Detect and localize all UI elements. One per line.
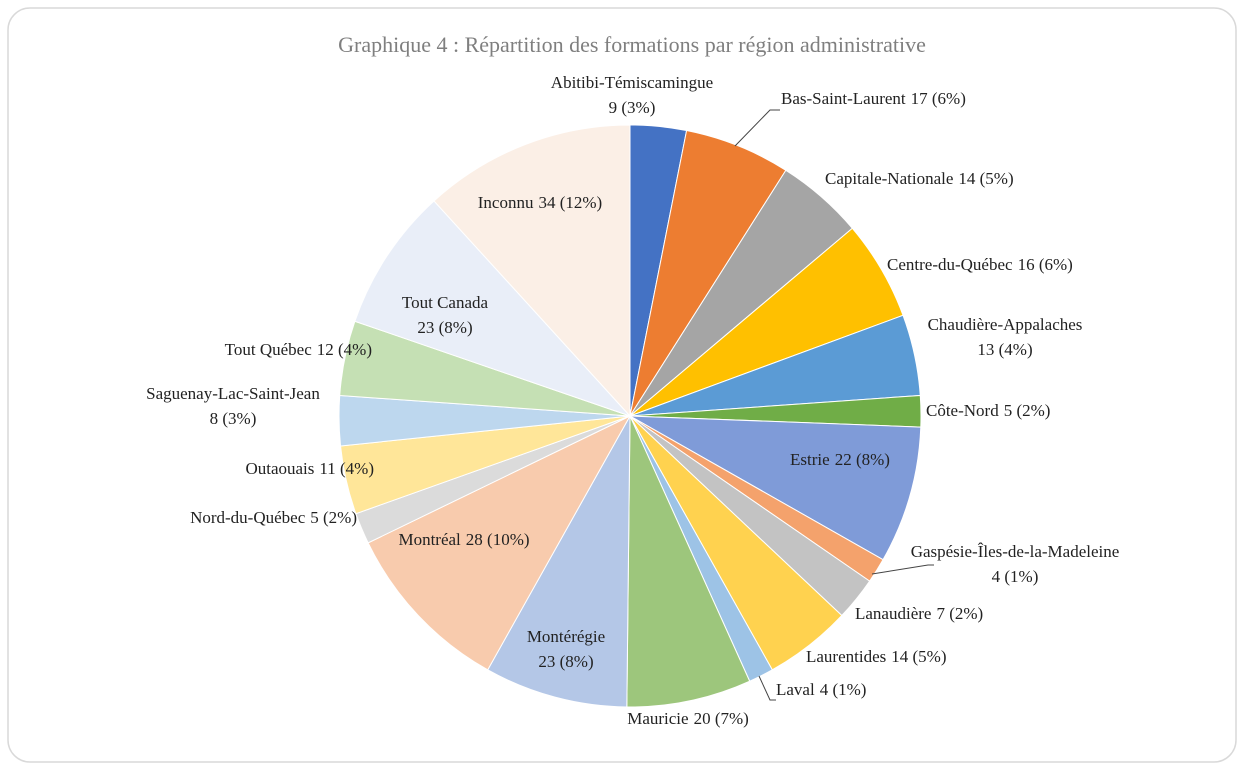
data-label: Capitale-Nationale 14 (5%) (825, 169, 1014, 188)
value-label: 23 (8%) (417, 318, 472, 337)
chart-title: Graphique 4 : Répartition des formations… (338, 32, 926, 57)
data-label: Outaouais 11 (4%) (245, 459, 374, 478)
pie-slice (354, 200, 631, 417)
pie (338, 124, 922, 708)
category-label: Estrie (790, 450, 830, 469)
category-label: Laurentides (806, 647, 886, 666)
data-label: Laurentides 14 (5%) (806, 647, 946, 666)
category-label: Saguenay-Lac-Saint-Jean (146, 384, 320, 403)
leader-lines (734, 109, 934, 701)
data-label: Côte-Nord 5 (2%) (926, 401, 1050, 420)
data-label: Bas-Saint-Laurent 17 (6%) (781, 89, 966, 108)
value-label: 20 (7%) (694, 709, 749, 728)
category-label: Inconnu (478, 193, 534, 212)
category-label: Abitibi-Témiscamingue (551, 73, 713, 92)
category-label: Tout Québec (225, 340, 313, 359)
category-label: Montérégie (527, 627, 605, 646)
value-label: 9 (3%) (609, 98, 656, 117)
data-label: Tout Canada 23 (8%) (402, 293, 489, 337)
leader-line (871, 564, 934, 575)
value-label: 14 (5%) (891, 647, 946, 666)
data-label: Mauricie 20 (7%) (627, 709, 749, 728)
data-label: Lanaudière 7 (2%) (855, 604, 983, 623)
data-label: Tout Québec 12 (4%) (225, 340, 372, 359)
value-label: 28 (10%) (466, 530, 530, 549)
category-label: Centre-du-Québec (887, 255, 1013, 274)
data-label: Saguenay-Lac-Saint-Jean 8 (3%) (146, 384, 320, 428)
data-label: Centre-du-Québec 16 (6%) (887, 255, 1073, 274)
value-label: 5 (2%) (1004, 401, 1051, 420)
category-label: Laval (776, 680, 815, 699)
value-label: 22 (8%) (835, 450, 890, 469)
value-label: 8 (3%) (210, 409, 257, 428)
value-label: 4 (1%) (992, 567, 1039, 586)
value-label: 7 (2%) (936, 604, 983, 623)
data-label: Abitibi-Témiscamingue 9 (3%) (551, 73, 713, 117)
category-label: Bas-Saint-Laurent (781, 89, 906, 108)
labels: Abitibi-Témiscamingue 9 (3%) Bas-Saint-Lau… (146, 73, 1119, 728)
value-label: 14 (5%) (958, 169, 1013, 188)
data-label: Laval 4 (1%) (776, 680, 866, 699)
category-label: Côte-Nord (926, 401, 999, 420)
pie-slice (626, 415, 751, 708)
leader-line (758, 675, 776, 701)
value-label: 11 (4%) (319, 459, 374, 478)
value-label: 34 (12%) (538, 193, 602, 212)
category-label: Outaouais (245, 459, 314, 478)
value-label: 23 (8%) (538, 652, 593, 671)
data-label: Estrie 22 (8%) (790, 450, 890, 469)
data-label: Chaudière-Appalaches 13 (4%) (928, 315, 1083, 359)
data-label: Inconnu 34 (12%) (478, 193, 602, 212)
value-label: 13 (4%) (977, 340, 1032, 359)
category-label: Mauricie (627, 709, 688, 728)
category-label: Lanaudière (855, 604, 931, 623)
category-label: Nord-du-Québec (190, 508, 306, 527)
data-label: Gaspésie-Îles-de-la-Madeleine 4 (1%) (911, 542, 1120, 586)
data-label: Nord-du-Québec 5 (2%) (190, 508, 357, 527)
pie-slice (629, 415, 922, 561)
value-label: 4 (1%) (820, 680, 867, 699)
category-label: Tout Canada (402, 293, 489, 312)
category-label: Gaspésie-Îles-de-la-Madeleine (911, 542, 1120, 561)
pie-slice (433, 124, 631, 418)
category-label: Chaudière-Appalaches (928, 315, 1083, 334)
data-label: Montréal 28 (10%) (398, 530, 529, 549)
category-label: Montréal (398, 530, 461, 549)
pie-slice (367, 414, 632, 671)
value-label: 12 (4%) (317, 340, 372, 359)
leader-line (734, 109, 780, 147)
category-label: Capitale-Nationale (825, 169, 953, 188)
pie-slice (487, 415, 631, 708)
data-label: Montérégie 23 (8%) (527, 627, 605, 671)
value-label: 5 (2%) (310, 508, 357, 527)
value-label: 16 (6%) (1018, 255, 1073, 274)
value-label: 17 (6%) (911, 89, 966, 108)
